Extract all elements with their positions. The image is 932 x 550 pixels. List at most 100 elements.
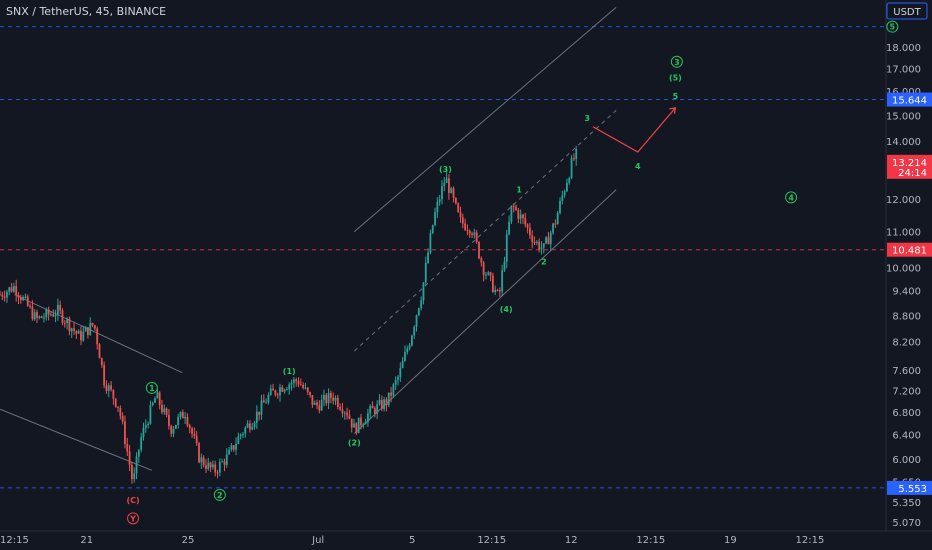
candle-body — [8, 287, 11, 292]
price-badge-countdown: 24:14 — [898, 168, 927, 179]
candle-body — [538, 241, 541, 250]
candle-body — [410, 335, 413, 346]
candle-body — [468, 230, 471, 234]
channel-line — [353, 109, 617, 352]
candle-body — [6, 291, 8, 298]
price-axis[interactable]: 18.00017.00016.00015.00014.00012.00011.0… — [886, 43, 921, 529]
price-badge — [887, 480, 932, 495]
channel-line — [0, 408, 153, 471]
candle-body — [98, 344, 101, 359]
candle-body — [281, 387, 284, 392]
wave-label-circle — [145, 381, 158, 394]
candle-body — [96, 328, 99, 345]
candle-body — [249, 423, 251, 430]
candle-body — [47, 309, 50, 315]
candle-body — [87, 327, 89, 335]
candle-body — [84, 327, 87, 332]
candle-body — [448, 178, 450, 194]
candle-body — [119, 407, 122, 416]
candle-body — [135, 456, 138, 474]
candle-body — [77, 330, 80, 334]
candle-body — [179, 412, 182, 417]
candle-body — [0, 294, 1, 296]
candle-body — [188, 425, 191, 429]
candle-body — [394, 380, 397, 385]
candle-body — [343, 412, 346, 414]
candle-body — [225, 454, 228, 465]
currency-badge: USDT — [893, 7, 921, 18]
candle-body — [177, 416, 180, 425]
candle-body — [52, 314, 55, 317]
candle-body — [286, 389, 288, 391]
candle-body — [158, 392, 161, 405]
candle-body — [93, 325, 96, 329]
candle-body — [487, 272, 490, 275]
candle-body — [471, 233, 473, 236]
candle-body — [524, 218, 527, 225]
candle-body — [494, 289, 497, 293]
candle-body — [436, 201, 439, 213]
candle-body — [3, 296, 6, 298]
candle-body — [235, 443, 237, 450]
candle-body — [283, 389, 286, 392]
price-badge-value: 13.214 — [892, 158, 927, 169]
candle-body — [431, 225, 434, 234]
candle-body — [330, 392, 332, 398]
candle-body — [255, 411, 258, 423]
price-badge-value: 10.481 — [892, 246, 927, 257]
candle-body — [260, 400, 263, 415]
candle-body — [559, 200, 561, 213]
candle-body — [491, 275, 494, 293]
candles — [0, 145, 578, 484]
candle-body — [529, 227, 531, 236]
candle-body — [214, 464, 217, 473]
price-tick-label: 8.200 — [892, 338, 921, 349]
wave-label: 3 — [584, 114, 590, 123]
candle-body — [318, 405, 321, 411]
candle-body — [519, 214, 522, 219]
wave-label: 5 — [673, 92, 679, 101]
candle-body — [107, 385, 110, 391]
candle-body — [43, 317, 45, 319]
candle-body — [209, 462, 212, 468]
candle-body — [357, 417, 360, 434]
candle-body — [299, 384, 302, 386]
time-axis[interactable]: 12:15 21 25 Jul 5 12:15 12 12:15 19 12:15 — [0, 535, 824, 546]
candle-body — [54, 314, 57, 317]
candle-body — [420, 300, 423, 309]
candle-body — [552, 223, 554, 233]
wave-label-circle — [213, 488, 226, 501]
time-tick-label: 19 — [724, 535, 737, 546]
price-badge — [887, 154, 932, 179]
candle-body — [89, 322, 92, 335]
candle-body — [218, 461, 221, 473]
candle-body — [258, 411, 261, 415]
candle-body — [473, 232, 476, 236]
candle-body — [445, 178, 448, 183]
price-tick-label: 15.000 — [886, 111, 921, 122]
candle-body — [339, 406, 342, 410]
wave-label: (1) — [283, 367, 296, 376]
candle-body — [103, 364, 106, 386]
candle-body — [443, 182, 446, 187]
candle-body — [475, 232, 478, 242]
candle-body — [304, 387, 307, 389]
candle-body — [392, 384, 395, 396]
candle-body — [547, 237, 550, 245]
candle-body — [542, 243, 545, 248]
wave-label: (3) — [439, 165, 452, 174]
candle-body — [288, 384, 291, 390]
candle-body — [100, 358, 103, 365]
candle-body — [482, 262, 485, 275]
wave-label: 2 — [541, 258, 547, 267]
candle-body — [66, 318, 69, 323]
candle-body — [316, 402, 318, 406]
candle-body — [320, 399, 323, 411]
candle-body — [341, 409, 344, 414]
candle-body — [424, 262, 427, 283]
candle-body — [404, 351, 406, 361]
candle-body — [133, 473, 136, 479]
candle-body — [191, 428, 193, 434]
